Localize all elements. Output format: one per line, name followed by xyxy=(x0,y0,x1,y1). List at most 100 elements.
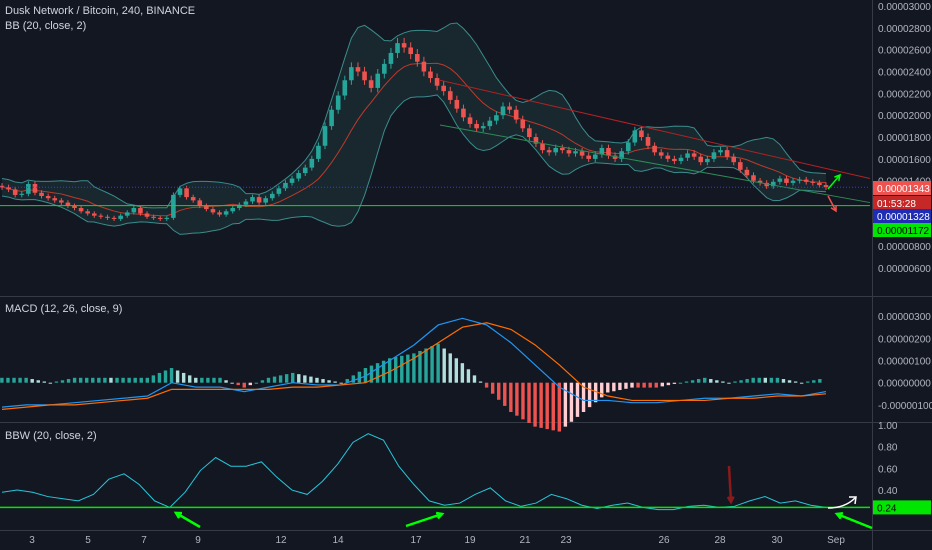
macd-histogram-bar xyxy=(739,380,743,383)
candle-body xyxy=(72,205,77,209)
candle-body xyxy=(230,208,236,212)
macd-histogram-bar xyxy=(478,381,483,383)
macd-histogram-bar xyxy=(266,377,271,383)
candle-body xyxy=(39,192,44,197)
arrow-green-icon xyxy=(836,512,873,530)
candle-body xyxy=(243,201,249,205)
candle-body xyxy=(263,198,268,203)
time-axis-tick: 19 xyxy=(464,535,476,546)
price-axis-tick: 0.00000800 xyxy=(878,242,931,253)
macd-histogram-bar xyxy=(412,353,416,383)
price-axis-tick: 0.00001600 xyxy=(878,155,931,166)
macd-histogram-bar xyxy=(18,377,22,383)
macd-histogram-bar xyxy=(787,380,792,383)
price-axis-tick: 0.00000600 xyxy=(878,264,931,275)
candle-body xyxy=(757,180,763,183)
time-axis-tick: 28 xyxy=(714,535,726,546)
arrow-white-icon xyxy=(827,497,856,509)
blue-level-badge: 0.00001328 xyxy=(877,212,930,223)
macd-histogram-bar xyxy=(12,377,16,383)
candle-body xyxy=(45,196,51,199)
candle-body xyxy=(803,179,809,182)
candle-body xyxy=(599,147,605,155)
macd-histogram-bar xyxy=(515,382,519,416)
macd-histogram-bar xyxy=(769,377,774,383)
candle-body xyxy=(32,183,38,193)
candle-body xyxy=(507,106,512,110)
macd-histogram-bar xyxy=(91,377,95,383)
candle-body xyxy=(111,217,117,219)
candle-body xyxy=(632,130,638,143)
countdown-badge: 01:53:28 xyxy=(877,199,916,210)
candle-body xyxy=(447,91,453,100)
candle-body xyxy=(237,204,242,209)
candle-body xyxy=(546,150,552,153)
time-axis-tick: 14 xyxy=(332,535,344,546)
macd-histogram-bar xyxy=(563,382,568,427)
macd-histogram-bar xyxy=(394,357,398,383)
macd-histogram-bar xyxy=(587,382,592,408)
macd-histogram-bar xyxy=(36,380,40,383)
macd-histogram-bar xyxy=(618,382,622,391)
macd-histogram-bar xyxy=(194,377,198,383)
macd-histogram-bar xyxy=(272,376,277,383)
macd-histogram-bar xyxy=(448,353,452,383)
macd-histogram-bar xyxy=(751,377,755,383)
candle-body xyxy=(421,61,427,72)
macd-histogram-bar xyxy=(48,382,53,384)
arrow-green-icon-head xyxy=(173,511,183,519)
candle-body xyxy=(362,71,367,81)
candle-body xyxy=(26,183,31,194)
candle-body xyxy=(85,211,90,214)
bbw-axis-tick: 0.60 xyxy=(878,464,898,475)
macd-histogram-bar xyxy=(721,381,725,383)
price-axis-tick: 0.00002200 xyxy=(878,89,931,100)
time-axis-tick: 17 xyxy=(410,535,422,546)
candle-body xyxy=(579,151,585,156)
macd-histogram-bar xyxy=(666,382,671,386)
candle-body xyxy=(382,63,387,74)
candle-body xyxy=(335,95,341,110)
macd-histogram-bar xyxy=(703,377,707,383)
candle-body xyxy=(151,216,156,218)
macd-histogram-bar xyxy=(509,382,513,413)
macd-histogram-bar xyxy=(42,381,47,383)
candle-body xyxy=(138,208,143,214)
candle-body xyxy=(770,181,776,187)
macd-histogram-bar xyxy=(139,377,143,383)
macd-histogram-bar xyxy=(715,380,719,383)
candle-body xyxy=(124,212,130,216)
macd-histogram-bar xyxy=(503,382,507,406)
candle-body xyxy=(342,80,348,96)
macd-histogram-bar xyxy=(327,380,331,383)
macd-histogram-bar xyxy=(763,377,768,383)
macd-histogram-bar xyxy=(254,382,259,384)
time-axis-tick: 7 xyxy=(141,535,147,546)
price-axis-tick: 0.00002800 xyxy=(878,24,931,35)
macd-histogram-bar xyxy=(436,343,440,383)
macd-histogram-bar xyxy=(575,382,580,417)
bbw-line xyxy=(1,433,827,511)
macd-histogram-bar xyxy=(654,382,658,388)
candle-body xyxy=(355,67,361,72)
candle-body xyxy=(0,185,5,188)
price-axis-tick: 0.00003000 xyxy=(878,2,931,13)
macd-histogram-bar xyxy=(30,379,34,383)
candle-body xyxy=(269,193,275,199)
macd-histogram-bar xyxy=(600,382,604,398)
time-axis-tick: 9 xyxy=(195,535,201,546)
macd-histogram-bar xyxy=(400,355,404,383)
macd-histogram-bar xyxy=(460,363,465,383)
candle-body xyxy=(494,115,499,121)
macd-histogram-bar xyxy=(690,380,695,383)
candle-body xyxy=(672,158,677,162)
time-axis-tick: 30 xyxy=(771,535,783,546)
macd-histogram-bar xyxy=(315,377,319,383)
macd-histogram-bar xyxy=(175,370,180,383)
candle-body xyxy=(329,109,334,127)
macd-histogram-bar xyxy=(224,380,228,383)
candle-body xyxy=(764,182,769,187)
bb-upper-band xyxy=(1,22,827,209)
candle-body xyxy=(210,209,216,213)
